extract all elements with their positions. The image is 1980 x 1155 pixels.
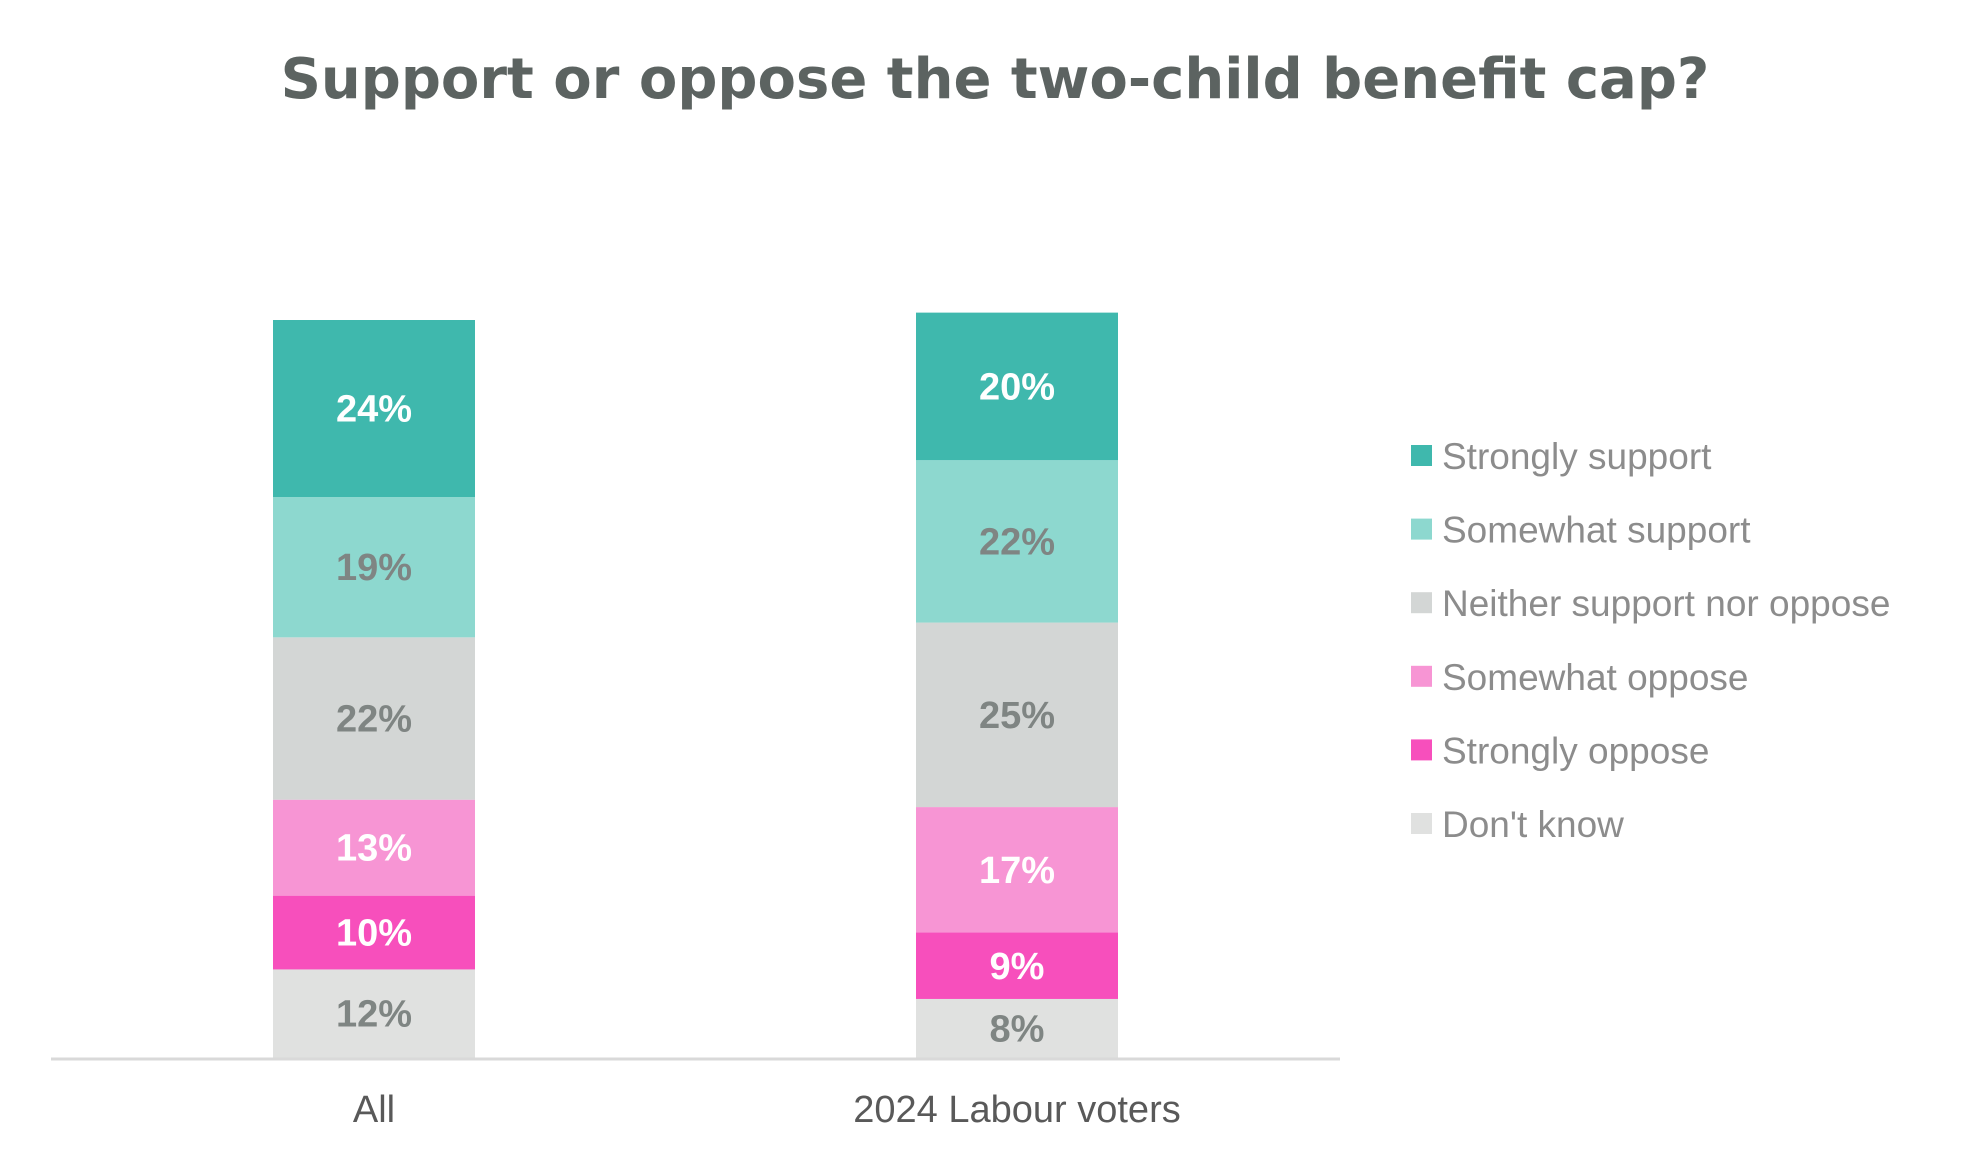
- data-label: 22%: [336, 699, 412, 741]
- legend-swatch: [1411, 445, 1432, 466]
- legend-label: Somewhat support: [1442, 510, 1751, 551]
- bar-segment: [273, 799, 475, 896]
- chart-title: Support or oppose the two-child benefit …: [281, 47, 1710, 112]
- legend-swatch: [1411, 813, 1432, 834]
- data-label: 22%: [979, 521, 1055, 563]
- legend-item: Neither support nor oppose: [1411, 583, 1890, 624]
- bar-segment: [273, 969, 475, 1058]
- legend-swatch: [1411, 665, 1432, 687]
- legend-swatch: [1411, 518, 1432, 540]
- bar-segment: [916, 807, 1118, 933]
- data-label: 9%: [990, 946, 1045, 988]
- category-labels: All 2024 Labour voters: [353, 1089, 1181, 1131]
- legend-item: Strongly support: [1411, 436, 1712, 477]
- category-label: 2024 Labour voters: [853, 1089, 1180, 1131]
- data-label: 25%: [979, 695, 1055, 737]
- data-label: 10%: [336, 913, 412, 955]
- legend-swatch: [1411, 592, 1432, 614]
- bar-segment: [273, 895, 475, 970]
- legend-label: Strongly support: [1442, 436, 1712, 477]
- bar-segment: [273, 320, 475, 498]
- data-label: 13%: [336, 828, 412, 870]
- legend-item: Somewhat oppose: [1411, 657, 1748, 698]
- legend-item: Don't know: [1411, 804, 1624, 845]
- data-label: 20%: [979, 366, 1055, 408]
- legend-item: Strongly oppose: [1411, 730, 1709, 771]
- legend: Strongly support Somewhat support Neither …: [1411, 436, 1890, 845]
- data-label: 19%: [336, 547, 412, 589]
- legend-label: Neither support nor oppose: [1442, 583, 1890, 624]
- bars-group: 12% 10% 13% 22% 19% 24% 8% 9% 17% 25% 22% 20%: [273, 312, 1118, 1058]
- data-label: 8%: [990, 1008, 1045, 1050]
- bar-segment: [916, 998, 1118, 1058]
- bar-segment: [916, 932, 1118, 999]
- legend-label: Don't know: [1442, 804, 1624, 845]
- data-label: 17%: [979, 850, 1055, 892]
- category-label: All: [353, 1089, 395, 1131]
- legend-item: Somewhat support: [1411, 510, 1751, 551]
- legend-swatch: [1411, 739, 1432, 761]
- bar-segment: [916, 460, 1118, 623]
- bar-segment: [273, 497, 475, 638]
- legend-label: Somewhat oppose: [1442, 657, 1748, 698]
- bar-segment: [916, 312, 1118, 461]
- bar-segment: [916, 622, 1118, 808]
- data-label: 24%: [336, 389, 412, 431]
- data-label: 12%: [336, 994, 412, 1036]
- legend-label: Strongly oppose: [1442, 730, 1709, 771]
- bar-segment: [273, 637, 475, 800]
